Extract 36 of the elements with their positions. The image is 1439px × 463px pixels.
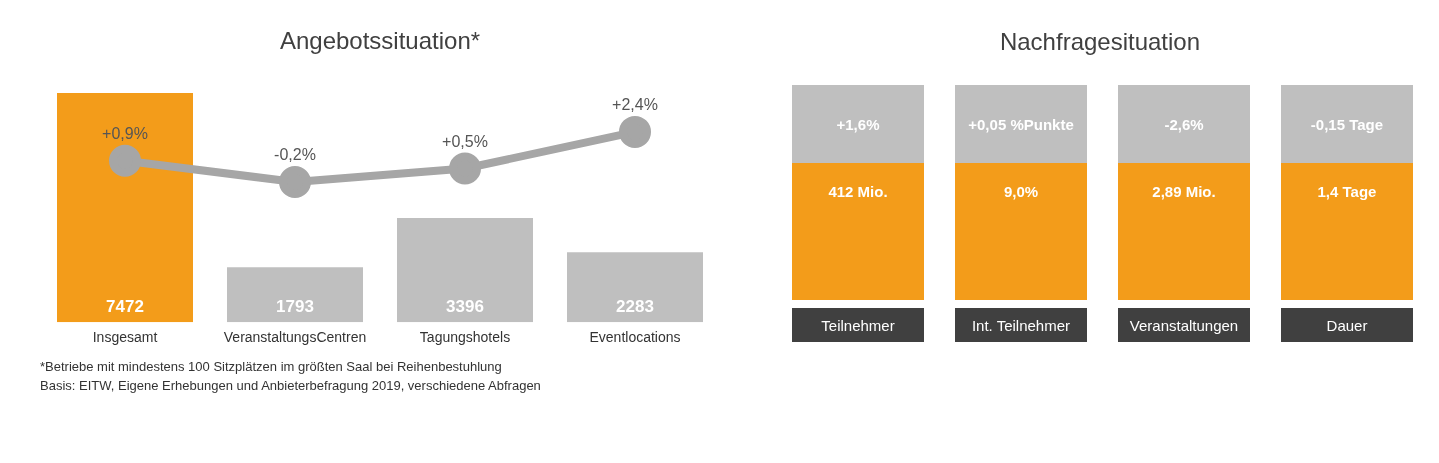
data-label: +0,5% bbox=[442, 132, 488, 150]
text: Nachfragesituation bbox=[998, 28, 1202, 56]
text: 9,0% bbox=[955, 163, 1087, 300]
x-tick-label: Eventlocations bbox=[589, 329, 681, 346]
category-label: Teilnehmer bbox=[792, 308, 924, 342]
text: Basis: EITW, Eigene Erhebungen und Anbieterbefragung 2019, verschiedene Abfragen bbox=[40, 377, 541, 395]
text: *Betriebe mit mindestens 100 Sitzplätzen im größten Saal bei Reihenbestuhlung bbox=[40, 358, 503, 376]
data-label: 1793 bbox=[276, 297, 314, 317]
data-label: -0,2% bbox=[274, 146, 316, 164]
data-label: 2283 bbox=[616, 297, 654, 317]
point bbox=[279, 165, 311, 198]
x-tick-label: Insgesamt bbox=[92, 329, 158, 346]
bar bbox=[57, 93, 193, 323]
data-label: 3396 bbox=[446, 297, 484, 317]
text: 412 Mio. bbox=[792, 163, 924, 300]
text: 2,89 Mio. bbox=[1118, 163, 1250, 300]
category-label: Int. Teilnehmer bbox=[955, 308, 1087, 342]
bar bbox=[227, 267, 363, 323]
data-label: +0,9% bbox=[102, 125, 148, 143]
point bbox=[109, 144, 141, 177]
text: +1,6% bbox=[792, 85, 924, 163]
text: +0,05 %Punkte bbox=[955, 85, 1087, 163]
data-label: 7472 bbox=[106, 297, 144, 317]
data-label: +2,4% bbox=[612, 96, 658, 114]
category-label: Veranstaltungen bbox=[1118, 308, 1250, 342]
point bbox=[619, 115, 651, 148]
x-tick-label: Tagungshotels bbox=[419, 329, 511, 346]
text: 1,4 Tage bbox=[1281, 163, 1413, 300]
x-tick-label: VeranstaltungsCentren bbox=[223, 329, 367, 346]
text: -0,15 Tage bbox=[1281, 85, 1413, 163]
text: -2,6% bbox=[1118, 85, 1250, 163]
category-label: Dauer bbox=[1281, 308, 1413, 342]
bar bbox=[567, 252, 703, 323]
chart-title: Angebotssituation* bbox=[279, 27, 481, 55]
bar bbox=[397, 218, 533, 323]
point bbox=[449, 152, 481, 185]
